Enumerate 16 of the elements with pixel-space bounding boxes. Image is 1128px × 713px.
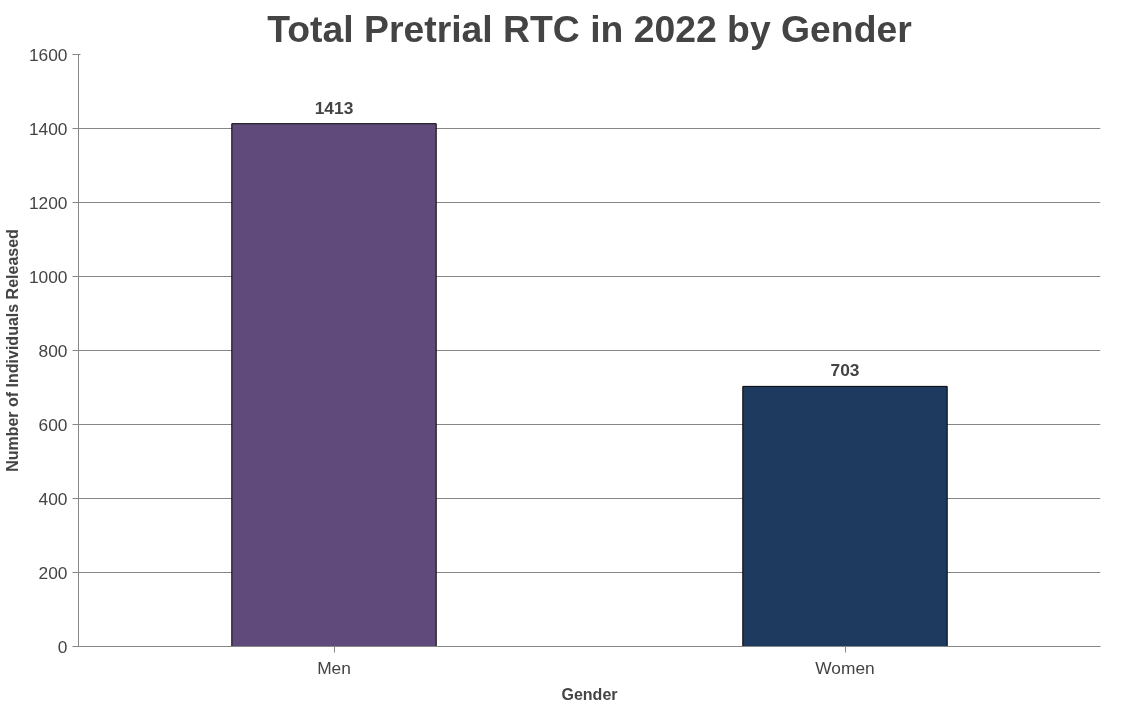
y-tick-label: 1200	[28, 192, 68, 213]
y-tick-label: 1600	[28, 44, 68, 65]
y-tick-label: 200	[38, 562, 68, 583]
data-label: 703	[830, 360, 860, 381]
y-tick-label: 600	[38, 414, 68, 435]
x-tick-label: Men	[317, 657, 351, 678]
x-axis-title: Gender	[561, 685, 618, 703]
data-label: 1413	[314, 97, 354, 118]
x-tick-label: Women	[815, 657, 875, 678]
y-tick-label: 800	[38, 340, 68, 361]
y-tick-label: 1400	[28, 118, 68, 139]
y-axis-title: Number of Individuals Released	[3, 229, 21, 472]
y-tick-label: 0	[57, 636, 68, 657]
y-tick-label: 400	[38, 488, 68, 509]
y-tick-label: 1000	[28, 266, 68, 287]
chart-title: Total Pretrial RTC in 2022 by Gender	[267, 7, 912, 50]
